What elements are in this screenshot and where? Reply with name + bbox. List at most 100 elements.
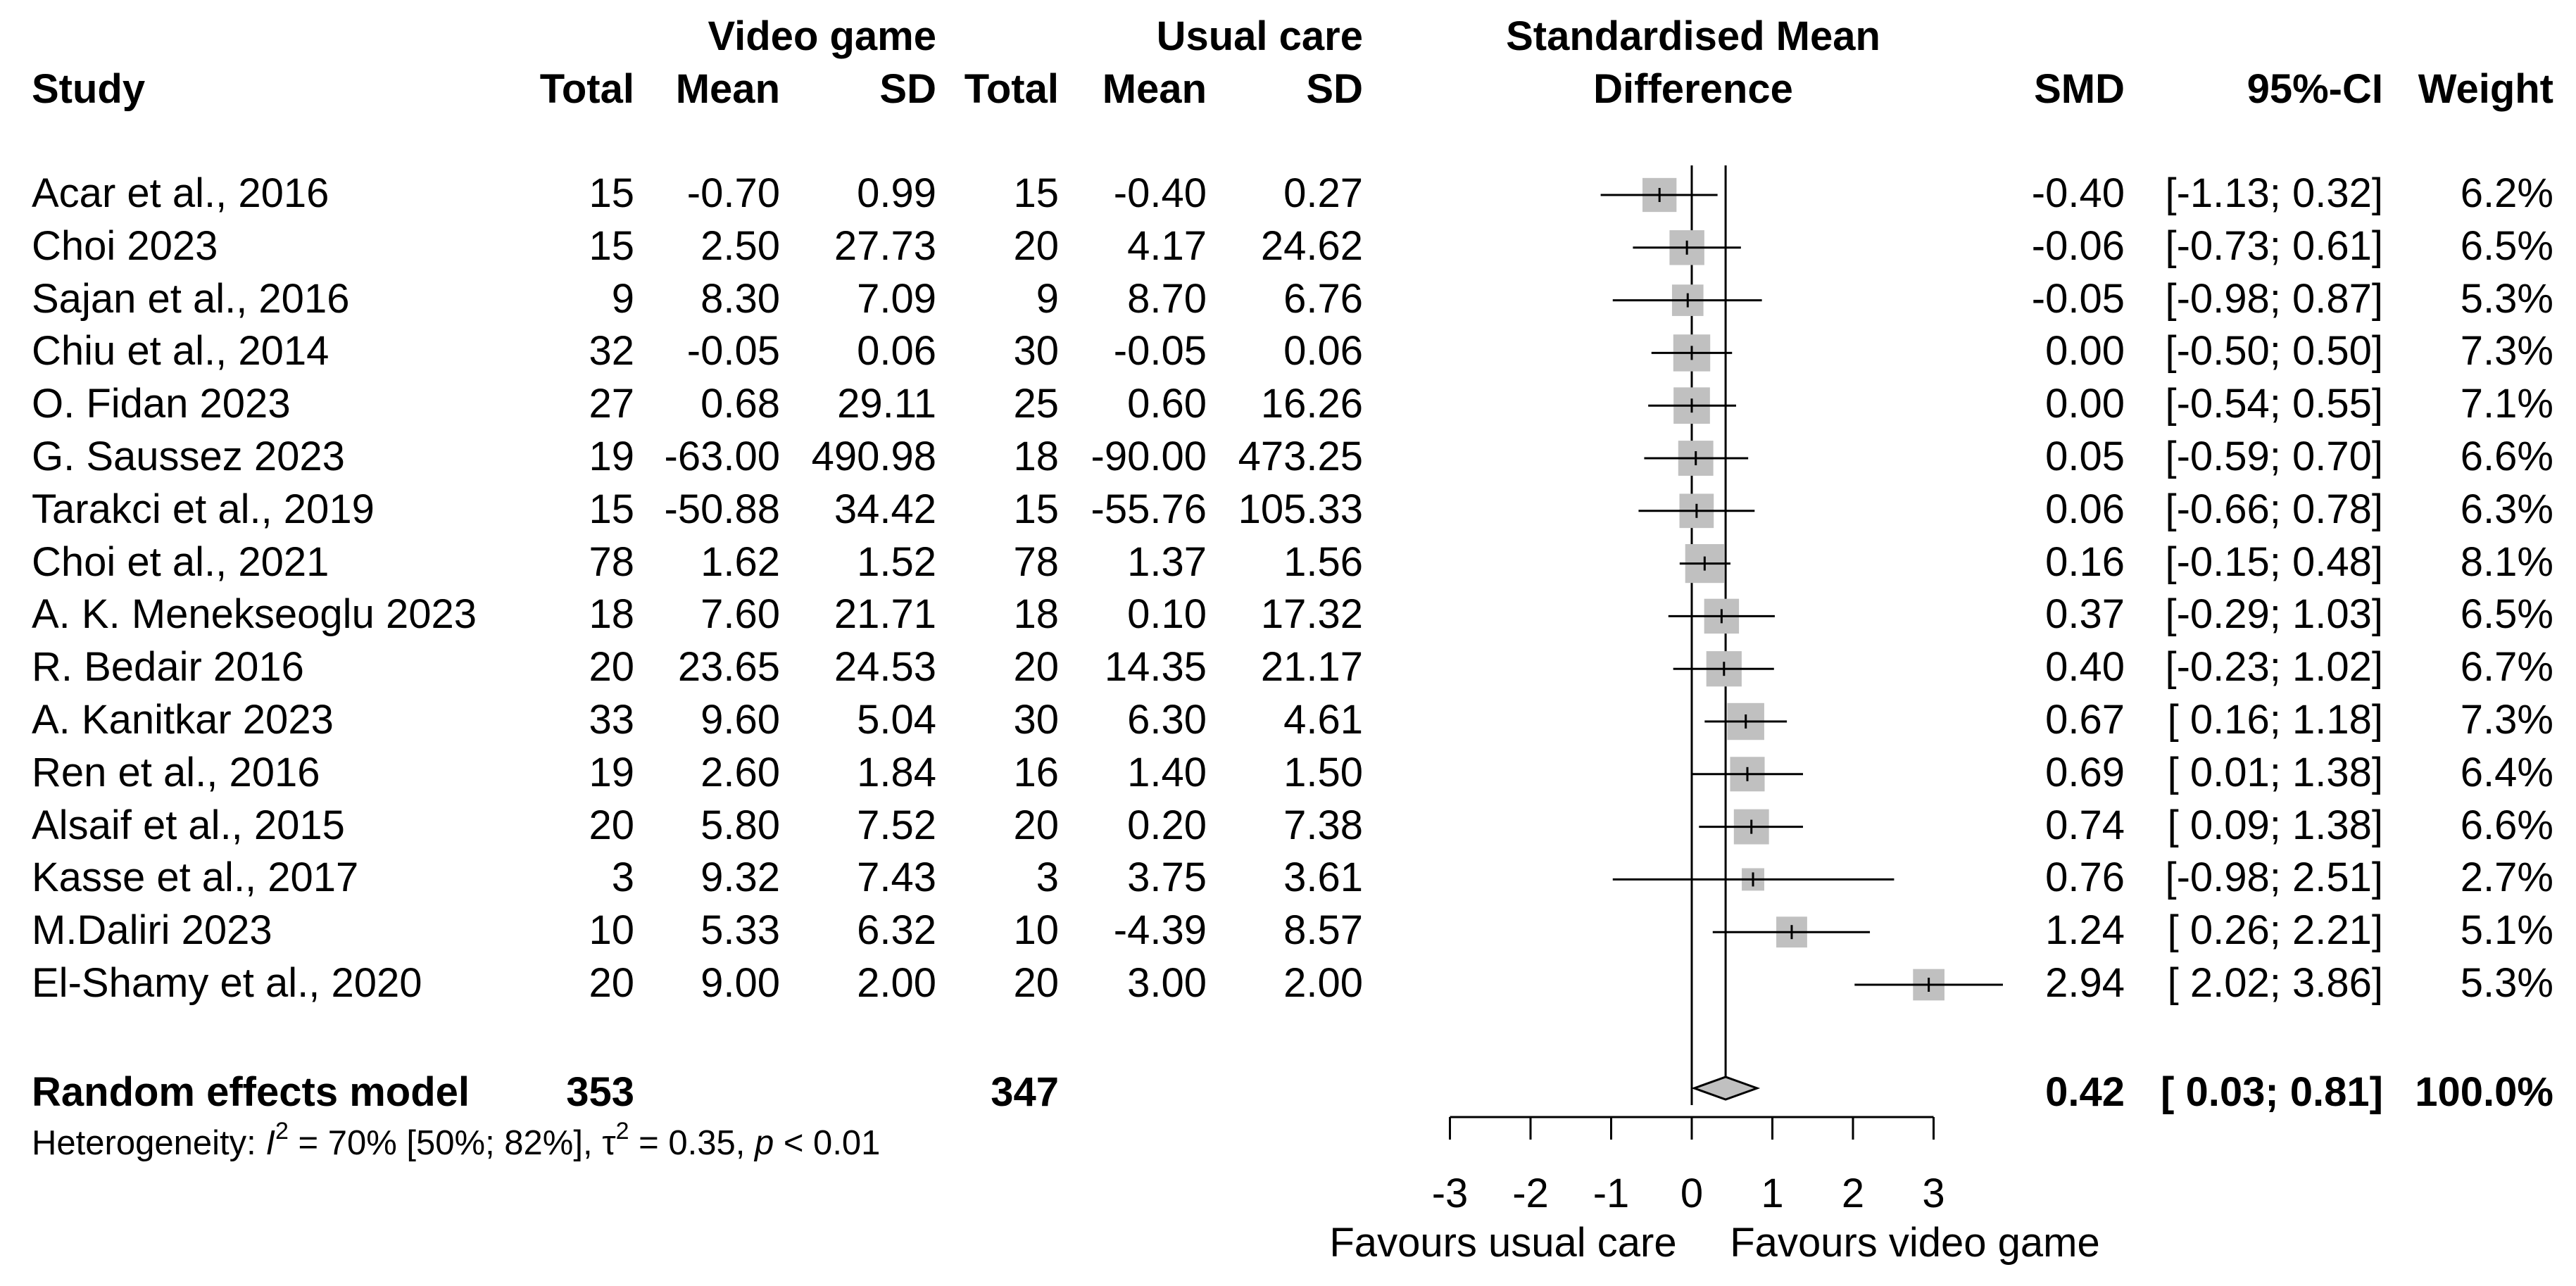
usual-care-sd: 2.00 (1283, 960, 1363, 1006)
header-usual-care: Usual care (1156, 13, 1363, 59)
study-ci: [-0.50; 0.50] (2165, 328, 2383, 374)
study-name: Choi 2023 (32, 222, 218, 269)
summary-total-2: 347 (991, 1069, 1059, 1115)
usual-care-total: 20 (1013, 960, 1059, 1006)
usual-care-total: 3 (1036, 855, 1059, 901)
study-ci: [ 0.26; 2.21] (2167, 907, 2383, 954)
header-sd-2: SD (1306, 66, 1363, 112)
usual-care-total: 15 (1013, 170, 1059, 216)
usual-care-total: 9 (1036, 275, 1059, 322)
usual-care-total: 20 (1013, 644, 1059, 691)
header-weight: Weight (2418, 66, 2553, 112)
usual-care-total: 10 (1013, 907, 1059, 954)
video-game-mean: 9.32 (700, 855, 780, 901)
study-ci: [-0.73; 0.61] (2165, 222, 2383, 269)
header-study: Study (32, 66, 146, 112)
usual-care-mean: 6.30 (1127, 697, 1207, 743)
video-game-total: 78 (589, 538, 634, 585)
header-ci: 95%-CI (2247, 66, 2383, 112)
video-game-sd: 6.32 (857, 907, 936, 954)
usual-care-sd: 1.56 (1283, 538, 1363, 585)
video-game-mean: 5.33 (700, 907, 780, 954)
study-weight: 6.5% (2460, 591, 2553, 638)
video-game-mean: 1.62 (700, 538, 780, 585)
study-name: Kasse et al., 2017 (32, 855, 359, 901)
usual-care-sd: 105.33 (1238, 486, 1363, 532)
usual-care-mean: -90.00 (1091, 434, 1207, 479)
header-sd-1: SD (879, 66, 936, 112)
favours-usual-care-label: Favours usual care (1329, 1220, 1677, 1266)
header-smd-title-1: Standardised Mean (1506, 13, 1880, 59)
video-game-total: 10 (589, 907, 634, 954)
video-game-mean: 9.00 (700, 960, 780, 1006)
study-ci: [-1.13; 0.32] (2165, 170, 2383, 216)
x-axis-tick-label: 0 (1680, 1171, 1703, 1216)
study-name: Ren et al., 2016 (32, 749, 320, 795)
study-weight: 6.6% (2460, 434, 2553, 479)
usual-care-sd: 16.26 (1260, 381, 1363, 427)
study-smd: 0.69 (2045, 749, 2125, 795)
usual-care-mean: 4.17 (1127, 222, 1207, 269)
usual-care-total: 15 (1013, 486, 1059, 532)
usual-care-sd: 7.38 (1283, 802, 1363, 848)
study-weight: 6.5% (2460, 222, 2553, 269)
study-smd: 0.76 (2045, 855, 2125, 901)
video-game-total: 27 (589, 381, 634, 427)
x-axis-tick-label: 3 (1922, 1171, 1944, 1216)
usual-care-sd: 24.62 (1260, 222, 1363, 269)
study-weight: 7.1% (2460, 381, 2553, 427)
usual-care-total: 20 (1013, 802, 1059, 848)
usual-care-sd: 0.06 (1283, 328, 1363, 374)
study-weight: 8.1% (2460, 538, 2553, 585)
video-game-total: 19 (589, 434, 634, 479)
usual-care-total: 20 (1013, 222, 1059, 269)
x-axis-tick-label: -2 (1512, 1171, 1549, 1216)
video-game-sd: 0.06 (857, 328, 936, 374)
summary-total-1: 353 (566, 1069, 634, 1115)
video-game-sd: 7.09 (857, 275, 936, 322)
study-ci: [-0.29; 1.03] (2165, 591, 2383, 638)
study-ci: [-0.59; 0.70] (2165, 434, 2383, 479)
header-total-2: Total (964, 66, 1059, 112)
video-game-mean: 0.68 (700, 381, 780, 427)
usual-care-mean: 8.70 (1127, 275, 1207, 322)
video-game-mean: -0.70 (686, 170, 780, 216)
video-game-sd: 21.71 (834, 591, 936, 638)
usual-care-mean: 3.75 (1127, 855, 1207, 901)
summary-ci: [ 0.03; 0.81] (2161, 1069, 2383, 1115)
video-game-sd: 7.43 (857, 855, 936, 901)
video-game-mean: 9.60 (700, 697, 780, 743)
study-name: A. K. Menekseoglu 2023 (32, 591, 477, 638)
study-name: R. Bedair 2016 (32, 644, 304, 691)
study-smd: -0.40 (2031, 170, 2125, 216)
usual-care-total: 18 (1013, 591, 1059, 638)
usual-care-sd: 1.50 (1283, 749, 1363, 795)
usual-care-mean: -0.40 (1113, 170, 1207, 216)
x-axis-tick-label: 2 (1842, 1171, 1864, 1216)
study-name: G. Saussez 2023 (32, 434, 345, 479)
study-weight: 7.3% (2460, 697, 2553, 743)
video-game-total: 15 (589, 170, 634, 216)
study-ci: [ 0.01; 1.38] (2167, 749, 2383, 795)
video-game-total: 20 (589, 644, 634, 691)
video-game-total: 15 (589, 222, 634, 269)
study-weight: 7.3% (2460, 328, 2553, 374)
video-game-total: 32 (589, 328, 634, 374)
video-game-sd: 0.99 (857, 170, 936, 216)
study-ci: [-0.54; 0.55] (2165, 381, 2383, 427)
study-name: Acar et al., 2016 (32, 170, 329, 216)
header-total-1: Total (539, 66, 634, 112)
usual-care-mean: 14.35 (1104, 644, 1207, 691)
x-axis-tick-label: -3 (1432, 1171, 1469, 1216)
study-ci: [-0.23; 1.02] (2165, 644, 2383, 691)
usual-care-mean: -4.39 (1113, 907, 1207, 954)
video-game-mean: 8.30 (700, 275, 780, 322)
study-weight: 5.1% (2460, 907, 2553, 954)
study-weight: 6.6% (2460, 802, 2553, 848)
study-name: O. Fidan 2023 (32, 381, 291, 427)
study-smd: 0.37 (2045, 591, 2125, 638)
summary-smd: 0.42 (2045, 1069, 2125, 1115)
video-game-total: 18 (589, 591, 634, 638)
